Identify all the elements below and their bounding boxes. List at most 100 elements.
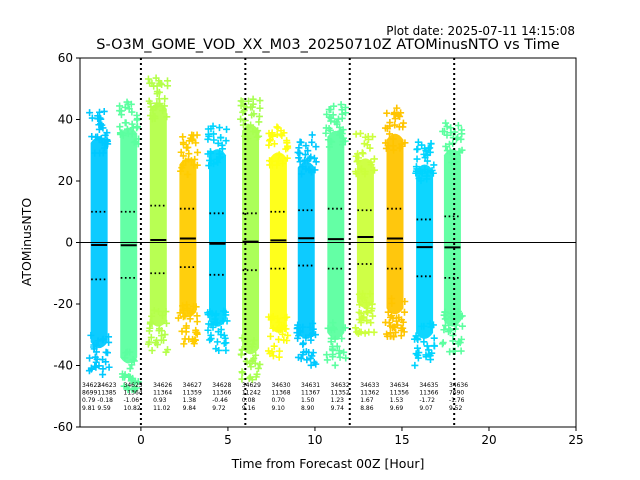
x-tick-label-25: 25 [568,433,583,447]
annotation-9-line-2: 1.23 [331,397,345,404]
data-column-markers [265,123,292,361]
data-column-core [443,149,461,327]
data-column-markers [293,131,320,369]
annotation-8-line-2: 1.50 [301,397,315,404]
x-axis: 0 5 10 15 20 25 [137,427,584,447]
data-column-markers [116,98,143,394]
data-column-4 [204,122,231,354]
annotation-0-line-1: 8699 [82,390,97,397]
data-column-markers [144,74,172,356]
annotation-8-line-3: 8.90 [301,405,315,412]
annotation-3-line-0: 34626 [153,382,172,389]
data-column-markers [204,122,231,354]
annotation-2-line-1: 11364 [124,390,143,397]
forecast-cycle-lines [80,58,576,427]
annotation-5-line-2: -0.46 [212,397,228,404]
y-tick-label-60: 60 [58,51,73,65]
y-axis-label: ATOMinusNTO [19,198,34,287]
annotation-4-line-1: 11359 [183,390,202,397]
data-column-markers [85,107,113,379]
data-column-2 [144,74,172,356]
annotation-12-line-3: 9.07 [419,405,433,412]
annotation-5-line-1: 11366 [212,390,231,397]
annotation-7-line-2: 0.70 [271,397,285,404]
annotation-3-line-1: 11364 [153,390,172,397]
y-tick-label--60: -60 [53,420,73,434]
annotation-13-line-1: 7690 [449,390,464,397]
data-column-markers [381,104,409,341]
data-column-10 [381,104,409,341]
data-column-core [242,124,260,355]
data-column-8 [322,101,350,369]
annotation-0-line-3: 9.81 [82,405,96,412]
annotation-11-line-3: 9.69 [390,405,404,412]
annotation-9-line-1: 11352 [331,390,350,397]
annotation-1-line-1: 11385 [97,390,116,397]
annotation-11-line-2: 1.53 [390,397,404,404]
annotation-8-line-0: 34631 [301,382,320,389]
annotation-10-line-1: 11362 [360,390,379,397]
annotation-6-line-1: 11242 [242,390,261,397]
annotation-6-line-0: 34629 [242,382,261,389]
data-columns [85,74,466,394]
annotation-5-line-3: 9.72 [212,405,226,412]
annotation-13-line-3: 9.52 [449,405,463,412]
annotation-4-line-0: 34627 [183,382,202,389]
annotation-11-line-1: 11356 [390,390,409,397]
plot-date: Plot date: 2025-07-11 14:15:08 [386,24,575,38]
annotation-13-line-0: 34636 [449,382,468,389]
annotation-1-line-2: -0.18 [97,397,113,404]
y-tick-label--20: -20 [53,297,73,311]
x-tick-label-15: 15 [394,433,409,447]
data-column-3 [174,131,202,348]
data-column-markers [411,138,438,369]
annotation-1-line-0: 34623 [97,382,116,389]
data-column-11 [411,138,438,369]
data-column-core [297,161,315,339]
annotation-4-line-2: 1.38 [183,397,197,404]
annotation-9-line-0: 34632 [331,382,350,389]
annotation-12-line-0: 34635 [419,382,438,389]
y-tick-label--40: -40 [53,359,73,373]
annotation-12-line-2: -1.72 [419,397,435,404]
chart-title: S-O3M_GOME_VOD_XX_M03_20250710Z ATOMinus… [96,37,560,53]
x-tick-label-5: 5 [224,433,232,447]
annotation-2-line-2: -1.06 [124,397,140,404]
annotation-2-line-3: 10.82 [124,405,141,412]
annotation-13-line-2: -1.76 [449,397,465,404]
data-column-markers [237,95,264,384]
annotation-0-line-0: 34622 [82,382,101,389]
annotation-7-line-1: 11368 [271,390,290,397]
annotation-7-line-0: 34630 [271,382,290,389]
data-column-markers [352,129,378,338]
data-column-markers [322,101,350,369]
x-axis-label: Time from Forecast 00Z [Hour] [231,456,425,471]
annotation-11-line-0: 34634 [390,382,409,389]
annotation-4-line-3: 9.84 [183,405,197,412]
data-column-core [149,103,167,327]
data-column-12 [439,119,466,356]
data-column-7 [293,131,320,369]
data-column-1 [116,98,143,394]
annotation-7-line-3: 9.10 [271,405,285,412]
x-tick-label-0: 0 [137,433,145,447]
data-column-core [327,130,345,339]
annotation-3-line-3: 11.02 [153,405,170,412]
x-tick-label-20: 20 [481,433,496,447]
y-tick-label-40: 40 [58,113,73,127]
annotation-3-line-2: 0.93 [153,397,167,404]
x-tick-label-10: 10 [307,433,322,447]
data-column-core [386,133,404,315]
annotation-0-line-2: 0.79 [82,397,96,404]
annotation-1-line-3: 9.59 [97,405,111,412]
annotation-6-line-2: 0.08 [242,397,256,404]
data-column-core [208,149,226,327]
data-column-markers [174,131,202,348]
annotation-5-line-0: 34628 [212,382,231,389]
y-axis: -60 -40 -20 0 20 40 60 [53,51,80,434]
annotation-9-line-3: 9.74 [331,405,345,412]
data-column-core [356,158,374,309]
